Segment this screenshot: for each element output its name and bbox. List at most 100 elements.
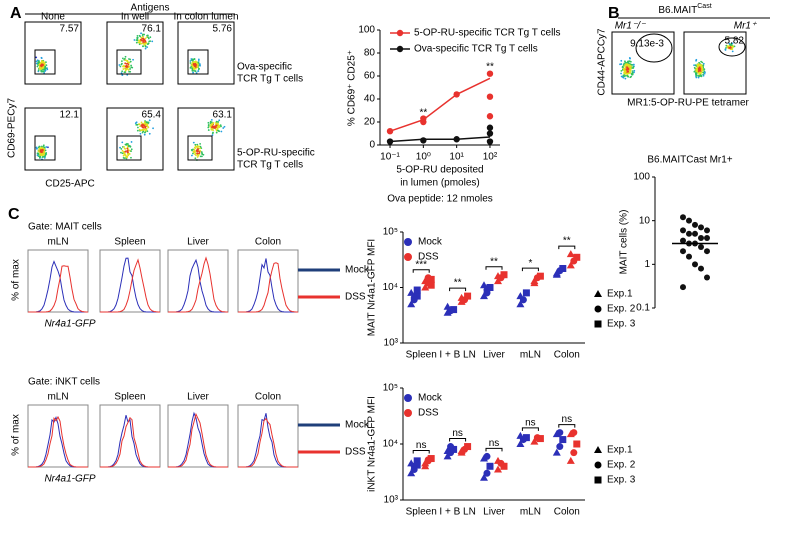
flow-dot bbox=[138, 128, 141, 131]
flow-dot bbox=[46, 68, 49, 71]
flow-dot bbox=[142, 126, 145, 129]
histogram-curve bbox=[100, 258, 160, 313]
flow-dot bbox=[209, 120, 212, 123]
legend-label: DSS bbox=[418, 408, 439, 419]
legend-label: Exp. 3 bbox=[607, 475, 636, 486]
gate-value: 7.57 bbox=[60, 24, 80, 35]
point bbox=[500, 462, 508, 470]
flow-dot bbox=[122, 154, 125, 157]
point bbox=[559, 436, 567, 444]
point bbox=[486, 93, 494, 100]
bracket bbox=[485, 447, 503, 452]
flow-dot bbox=[211, 134, 214, 136]
flow-dot bbox=[120, 148, 123, 150]
flow-dot bbox=[620, 59, 623, 62]
flow-dot bbox=[124, 55, 127, 58]
flow-dot bbox=[126, 155, 128, 158]
flow-plot bbox=[611, 31, 675, 95]
flow-dot bbox=[620, 69, 623, 72]
flow-dot bbox=[199, 143, 202, 145]
gate bbox=[34, 135, 56, 161]
flow-dot bbox=[149, 40, 152, 43]
flow-dot bbox=[191, 67, 194, 70]
histogram-curve bbox=[28, 415, 88, 468]
flow-dot bbox=[126, 60, 129, 63]
gate-value: 9.13e-3 bbox=[630, 39, 664, 50]
flow-dot bbox=[199, 63, 201, 65]
flow-dot bbox=[37, 150, 40, 153]
point bbox=[483, 289, 491, 297]
flow-dot bbox=[143, 33, 146, 36]
flow-dot bbox=[695, 69, 698, 72]
flow-dot bbox=[126, 62, 129, 65]
y-tick-label: 20 bbox=[364, 117, 376, 128]
flow-dot bbox=[122, 68, 125, 70]
flow-dot bbox=[201, 155, 203, 158]
x-axis-label: MR1:5-OP-RU-PE tetramer bbox=[627, 98, 749, 109]
y-tick-label: 10³ bbox=[384, 338, 399, 349]
flow-dot bbox=[196, 145, 199, 147]
flow-dot bbox=[700, 60, 703, 63]
flow-dot bbox=[624, 68, 627, 70]
flow-dot bbox=[42, 70, 45, 73]
point bbox=[420, 115, 427, 122]
flow-dot bbox=[197, 154, 200, 157]
flow-dot bbox=[147, 36, 150, 39]
point bbox=[530, 279, 539, 287]
flow-dot bbox=[123, 57, 126, 60]
flow-dot bbox=[701, 66, 704, 69]
y-tick-label: 100 bbox=[633, 172, 650, 183]
flow-dot bbox=[40, 147, 42, 150]
flow-dot bbox=[624, 69, 627, 72]
flow-dot bbox=[724, 48, 727, 51]
flow-dot bbox=[192, 141, 195, 144]
flow-dot bbox=[628, 66, 631, 69]
flow-dot bbox=[43, 72, 46, 74]
flow-dot bbox=[624, 77, 627, 80]
flow-dot bbox=[135, 121, 138, 124]
flow-dot bbox=[41, 67, 44, 70]
point bbox=[483, 469, 491, 477]
point bbox=[704, 248, 710, 255]
y-axis-label: MAIT Nr4a1-GFP MFI bbox=[367, 239, 378, 336]
legend-label: Exp. 3 bbox=[607, 319, 636, 330]
flow-dot bbox=[632, 63, 635, 66]
flow-dot bbox=[42, 60, 45, 63]
bracket bbox=[412, 269, 430, 273]
flow-dot bbox=[123, 71, 126, 74]
flow-dot bbox=[141, 128, 144, 131]
flow-dot bbox=[207, 121, 210, 124]
legend-label: DSS bbox=[418, 252, 439, 263]
flow-dot bbox=[129, 145, 132, 148]
flow-dot bbox=[215, 122, 218, 125]
point bbox=[516, 440, 525, 447]
point bbox=[450, 445, 458, 453]
flow-dot bbox=[629, 69, 632, 72]
point bbox=[421, 459, 430, 467]
legend-label: Ova-specific TCR Tg T cells bbox=[414, 44, 538, 55]
significance: ns bbox=[489, 438, 500, 449]
point bbox=[457, 293, 466, 301]
flow-dot bbox=[121, 141, 124, 144]
bracket bbox=[558, 245, 576, 250]
flow-dot bbox=[45, 146, 48, 148]
chart-title: B6.MAITCast Mr1+ bbox=[647, 155, 732, 166]
flow-dot bbox=[40, 60, 43, 62]
histogram bbox=[167, 249, 229, 313]
flow-dot bbox=[733, 45, 736, 48]
legend-label: Mock bbox=[345, 420, 370, 431]
flow-dot bbox=[622, 66, 624, 69]
point bbox=[698, 243, 704, 250]
flow-dot bbox=[128, 70, 131, 73]
flow-dot bbox=[728, 45, 731, 48]
panel-label: A bbox=[10, 5, 22, 22]
flow-dot bbox=[124, 69, 127, 72]
flow-dot bbox=[44, 69, 47, 72]
y-tick-label: 80 bbox=[364, 48, 376, 59]
flow-dot bbox=[146, 34, 149, 37]
point bbox=[566, 456, 575, 464]
flow-dot bbox=[702, 64, 705, 67]
bracket bbox=[558, 424, 576, 428]
flow-dot bbox=[41, 153, 44, 155]
flow-dot bbox=[197, 59, 200, 62]
